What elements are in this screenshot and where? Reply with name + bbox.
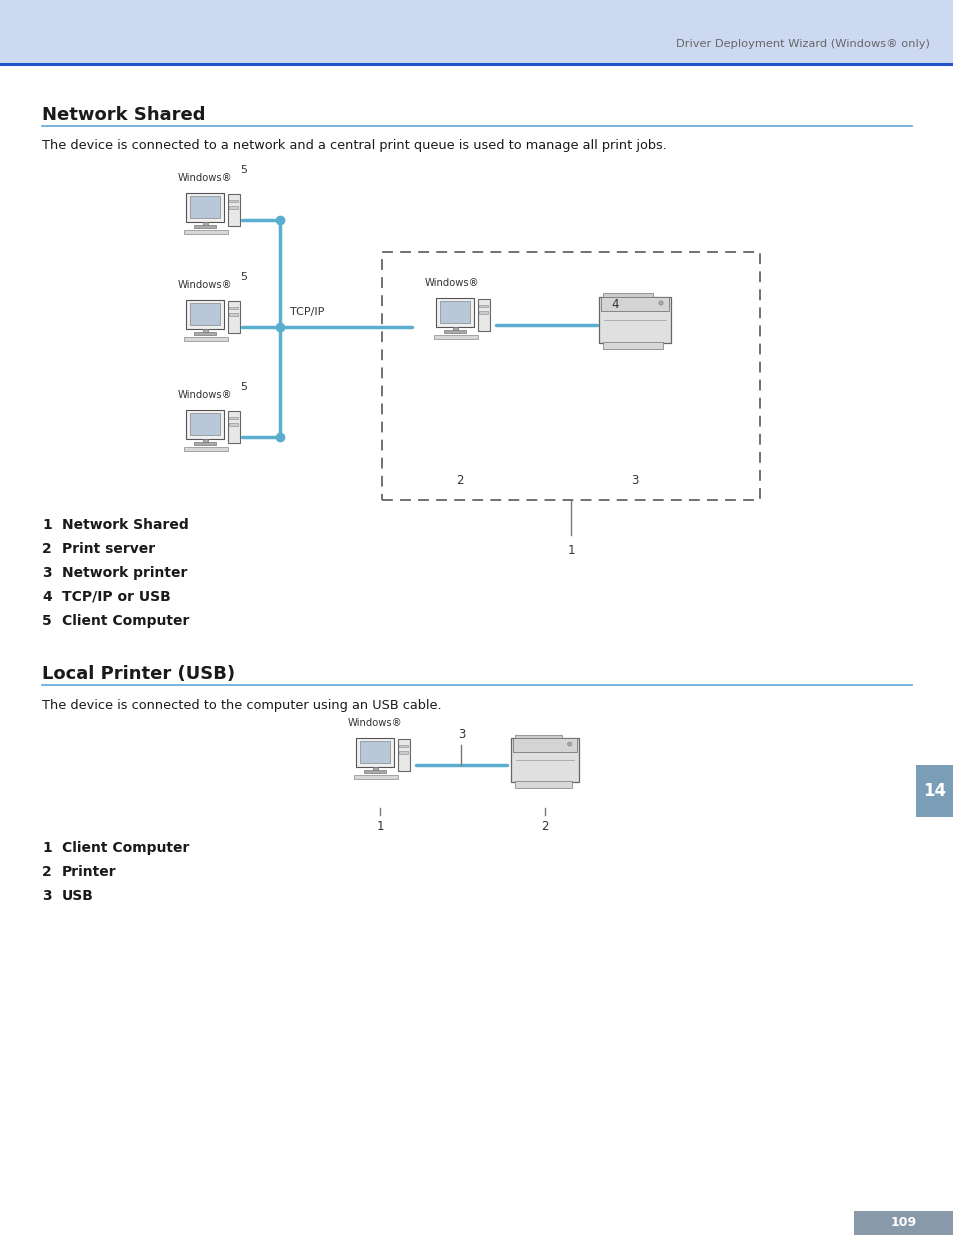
Text: 1: 1: [375, 820, 383, 832]
Bar: [364, 769, 386, 773]
Bar: [600, 296, 668, 311]
Text: Network printer: Network printer: [62, 566, 187, 580]
Bar: [354, 776, 397, 779]
Bar: [190, 196, 220, 217]
Bar: [190, 412, 220, 435]
Text: USB: USB: [62, 889, 93, 903]
Circle shape: [567, 742, 571, 746]
Bar: [229, 424, 237, 426]
Bar: [355, 737, 394, 767]
Bar: [598, 296, 670, 343]
Text: 5: 5: [240, 165, 247, 175]
Bar: [397, 740, 409, 772]
Bar: [228, 411, 239, 443]
Bar: [0, 0, 953, 64]
Bar: [184, 231, 228, 235]
Bar: [373, 767, 377, 771]
Bar: [514, 735, 562, 739]
Bar: [453, 326, 457, 331]
Text: Print server: Print server: [62, 542, 155, 556]
Bar: [398, 751, 408, 753]
Text: 2: 2: [42, 864, 51, 879]
Text: Windows®: Windows®: [178, 173, 233, 183]
Text: 2: 2: [42, 542, 51, 556]
Bar: [184, 447, 228, 452]
Bar: [190, 303, 220, 325]
Text: Windows®: Windows®: [178, 280, 233, 290]
Text: 109: 109: [890, 1216, 916, 1230]
Text: 1: 1: [42, 517, 51, 532]
Bar: [193, 442, 216, 445]
Text: 5: 5: [240, 382, 247, 391]
Bar: [193, 332, 216, 335]
Bar: [439, 301, 470, 322]
Bar: [203, 221, 208, 226]
Text: Windows®: Windows®: [348, 718, 402, 727]
Bar: [229, 200, 237, 203]
Text: Network Shared: Network Shared: [62, 517, 189, 532]
Bar: [229, 308, 237, 310]
Bar: [915, 764, 953, 818]
Circle shape: [659, 301, 662, 305]
Bar: [228, 301, 239, 333]
Circle shape: [567, 742, 571, 746]
Text: 14: 14: [923, 782, 945, 800]
Bar: [381, 252, 760, 500]
Text: Local Printer (USB): Local Printer (USB): [42, 664, 234, 683]
Circle shape: [659, 301, 662, 305]
Text: TCP/IP or USB: TCP/IP or USB: [62, 590, 171, 604]
Text: 5: 5: [240, 272, 247, 282]
Bar: [186, 300, 224, 329]
Bar: [477, 299, 489, 331]
Bar: [443, 330, 466, 333]
Text: 4: 4: [611, 298, 618, 311]
Text: Windows®: Windows®: [424, 278, 479, 288]
Bar: [203, 438, 208, 442]
Bar: [193, 225, 216, 228]
Text: 2: 2: [456, 473, 463, 487]
Text: 3: 3: [457, 729, 465, 741]
Bar: [478, 311, 488, 314]
Text: Printer: Printer: [62, 864, 116, 879]
Text: 1: 1: [42, 841, 51, 855]
Bar: [203, 329, 208, 332]
Text: The device is connected to a network and a central print queue is used to manage: The device is connected to a network and…: [42, 140, 666, 152]
Text: 5: 5: [42, 614, 51, 629]
Bar: [434, 336, 477, 340]
Text: The device is connected to the computer using an USB cable.: The device is connected to the computer …: [42, 699, 441, 711]
Text: Driver Deployment Wizard (Windows® only): Driver Deployment Wizard (Windows® only): [676, 40, 929, 49]
Text: Client Computer: Client Computer: [62, 614, 190, 629]
Bar: [229, 206, 237, 209]
Bar: [229, 314, 237, 316]
Text: TCP/IP: TCP/IP: [290, 308, 324, 317]
Bar: [186, 410, 224, 438]
Text: Client Computer: Client Computer: [62, 841, 190, 855]
Bar: [602, 293, 653, 296]
Text: Network Shared: Network Shared: [42, 106, 205, 124]
Bar: [229, 417, 237, 420]
Bar: [359, 741, 390, 762]
Bar: [398, 745, 408, 747]
Text: 3: 3: [42, 889, 51, 903]
Bar: [186, 193, 224, 221]
Bar: [510, 739, 578, 782]
Bar: [184, 337, 228, 341]
Bar: [228, 194, 239, 226]
Bar: [602, 342, 662, 350]
Text: 4: 4: [42, 590, 51, 604]
Bar: [478, 305, 488, 308]
Text: 3: 3: [631, 473, 638, 487]
Bar: [514, 782, 571, 788]
Bar: [853, 1212, 953, 1235]
Text: Windows®: Windows®: [178, 390, 233, 400]
Text: 1: 1: [567, 543, 574, 557]
Bar: [512, 739, 577, 752]
Text: 2: 2: [540, 820, 548, 832]
Text: 3: 3: [42, 566, 51, 580]
Bar: [436, 298, 474, 326]
